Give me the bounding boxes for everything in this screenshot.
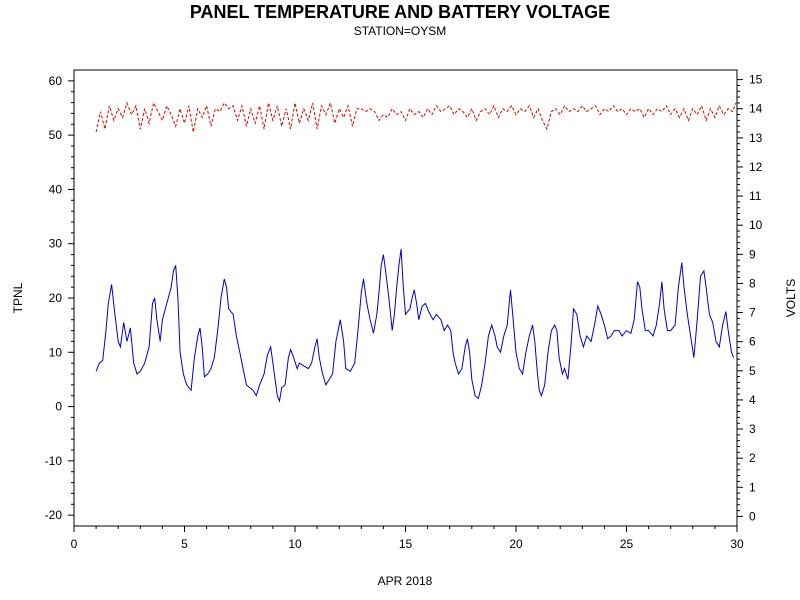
- x-tick-label: 30: [730, 537, 744, 551]
- y-left-tick-label: -10: [45, 454, 63, 468]
- x-axis: 0 5 10 15 20 25 30: [71, 526, 744, 551]
- chart-subtitle: STATION=OYSM: [354, 24, 447, 38]
- y-left-tick-label: 0: [55, 400, 62, 414]
- y-right-tick-label: 11: [749, 189, 762, 203]
- y-axis-left: -20 -10 0 10 20 30 40 50 60: [45, 74, 74, 522]
- y-left-tick-label: 30: [49, 237, 63, 251]
- x-tick-label: 20: [509, 537, 523, 551]
- chart-title: PANEL TEMPERATURE AND BATTERY VOLTAGE: [190, 2, 610, 22]
- y-left-tick-label: 50: [49, 128, 63, 142]
- y-right-tick-label: 0: [749, 509, 756, 523]
- x-tick-label: 25: [620, 537, 634, 551]
- y-left-tick-label: -20: [45, 508, 63, 522]
- y-right-tick-label: 10: [749, 218, 763, 232]
- x-axis-label: APR 2018: [378, 574, 433, 588]
- y-left-tick-label: 40: [49, 182, 63, 196]
- y-right-tick-label: 2: [749, 451, 756, 465]
- y-axis-right-label: VOLTS: [784, 279, 798, 317]
- x-tick-label: 10: [288, 537, 302, 551]
- y-right-tick-label: 14: [749, 102, 763, 116]
- y-left-tick-label: 10: [49, 345, 63, 359]
- y-right-tick-label: 15: [749, 73, 763, 87]
- y-right-tick-label: 13: [749, 131, 763, 145]
- y-right-tick-label: 9: [749, 247, 756, 261]
- y-right-tick-label: 3: [749, 422, 756, 436]
- y-left-tick-label: 20: [49, 291, 63, 305]
- x-tick-label: 5: [181, 537, 188, 551]
- y-right-tick-label: 5: [749, 364, 756, 378]
- y-right-tick-label: 6: [749, 335, 756, 349]
- y-right-tick-label: 1: [749, 480, 756, 494]
- series-volts-line: [95, 101, 737, 133]
- y-right-tick-label: 4: [749, 393, 756, 407]
- y-right-tick-label: 12: [749, 160, 763, 174]
- y-right-tick-label: 8: [749, 276, 756, 290]
- x-tick-label: 0: [71, 537, 78, 551]
- plot-frame: [73, 69, 738, 527]
- y-right-tick-label: 7: [749, 306, 756, 320]
- x-tick-label: 15: [399, 537, 413, 551]
- y-axis-left-label: TPNL: [11, 282, 25, 313]
- series-layer: [95, 101, 737, 403]
- series-tpnl-line: [95, 249, 735, 403]
- y-left-tick-label: 60: [49, 74, 63, 88]
